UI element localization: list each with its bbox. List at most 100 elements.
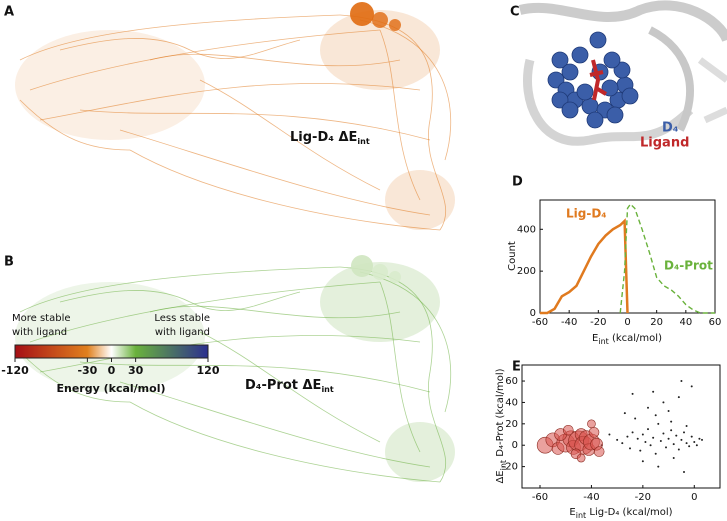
panel-label: D: [512, 175, 523, 190]
point: [644, 441, 647, 444]
point: [647, 428, 649, 431]
point: [690, 385, 693, 388]
point: [672, 457, 675, 460]
point: [649, 444, 652, 447]
plot-frame: [521, 364, 721, 489]
network-b: [14, 255, 456, 483]
network-b-caption: D₄-Prot ΔEint: [245, 378, 334, 394]
label-text: E: [569, 507, 575, 518]
binding-site: [547, 31, 639, 129]
bubble: [588, 427, 600, 438]
residue-sphere: [551, 91, 569, 109]
label-text: Lig-D₄ (kcal/mol): [586, 507, 672, 518]
point: [670, 429, 673, 432]
point: [685, 442, 688, 445]
x-tick-label: 60: [709, 317, 722, 328]
colorbar-tick-label: 30: [128, 364, 144, 377]
caption-sub: int: [321, 385, 333, 394]
point: [641, 460, 644, 463]
x-tick-label: -40: [583, 492, 599, 503]
point: [636, 437, 639, 440]
bubble: [562, 424, 574, 436]
residue-sphere: [547, 71, 565, 89]
residue-sphere: [581, 97, 599, 115]
bubble: [576, 453, 586, 463]
x-tick-label: -20: [635, 492, 651, 503]
point: [654, 452, 657, 455]
label-text: D₄-Prot (kcal/mol): [495, 368, 506, 460]
point: [667, 437, 670, 440]
x-tick-label: 40: [679, 317, 692, 328]
residue-sphere: [621, 87, 639, 105]
x-tick-label: -40: [561, 317, 577, 328]
caption-text: D₄-Prot ΔE: [245, 378, 321, 393]
point: [657, 422, 660, 425]
point: [616, 438, 619, 441]
residue-sphere: [571, 46, 589, 64]
point: [634, 417, 637, 420]
point: [675, 434, 678, 437]
y-tick-label: 40: [505, 397, 518, 408]
point: [677, 448, 680, 451]
point: [629, 447, 631, 450]
legend-entry: Ligand: [640, 136, 689, 151]
point: [688, 445, 691, 448]
x-tick-label: 0: [691, 492, 697, 503]
panel-label: E: [512, 360, 521, 375]
label-sub: int: [576, 511, 586, 520]
point: [685, 424, 688, 427]
y-tick-label: 0: [530, 308, 536, 319]
point: [680, 438, 683, 441]
point: [657, 465, 660, 468]
caption-sub: int: [357, 137, 369, 146]
axis-label: Eint (kcal/mol): [592, 333, 662, 346]
panel-label: B: [4, 255, 14, 270]
x-tick-label: 20: [650, 317, 663, 328]
point: [623, 412, 626, 415]
residue-sphere: [606, 106, 624, 124]
point: [652, 390, 655, 393]
x-tick-label: -20: [590, 317, 606, 328]
colorbar-tick-label: 0: [108, 364, 116, 377]
line-series: [619, 203, 715, 314]
point: [695, 444, 698, 447]
residue-sphere: [589, 31, 607, 49]
point: [631, 392, 634, 395]
colorbar-title: Energy (kcal/mol): [57, 382, 166, 395]
network-a: [14, 2, 456, 231]
point: [652, 436, 655, 439]
bubble: [587, 419, 596, 429]
legend-entry: D₄: [662, 121, 679, 136]
y-tick-label: 0: [512, 440, 518, 451]
point: [665, 446, 667, 449]
point: [662, 401, 665, 404]
point: [639, 449, 642, 452]
residue-sphere: [603, 51, 621, 69]
point: [670, 420, 673, 423]
point: [677, 396, 680, 399]
residue-sphere: [551, 51, 569, 69]
point: [693, 441, 696, 444]
residue-sphere: [613, 61, 631, 79]
axis-label: Eint Lig-D₄ (kcal/mol): [569, 507, 672, 520]
label-text: (kcal/mol): [609, 333, 662, 344]
line-series: [540, 218, 629, 315]
point: [683, 470, 685, 473]
series-label: Lig-D₄: [566, 207, 607, 221]
colorbar: [14, 344, 209, 359]
label-text: E: [592, 333, 598, 344]
residue-sphere: [561, 63, 579, 81]
y-tick-label: 400: [517, 224, 536, 235]
panel-label: A: [4, 5, 14, 20]
point: [608, 433, 611, 436]
y-tick-label: 200: [517, 266, 536, 277]
residue-sphere: [561, 101, 579, 119]
x-tick-label: -60: [532, 492, 548, 503]
colorbar-note: with ligand: [12, 327, 67, 338]
colorbar-note: with ligand: [155, 327, 210, 338]
point: [631, 431, 634, 434]
point: [626, 435, 629, 438]
colorbar-note: More stable: [12, 313, 71, 324]
colorbar-note: Less stable: [154, 313, 210, 324]
